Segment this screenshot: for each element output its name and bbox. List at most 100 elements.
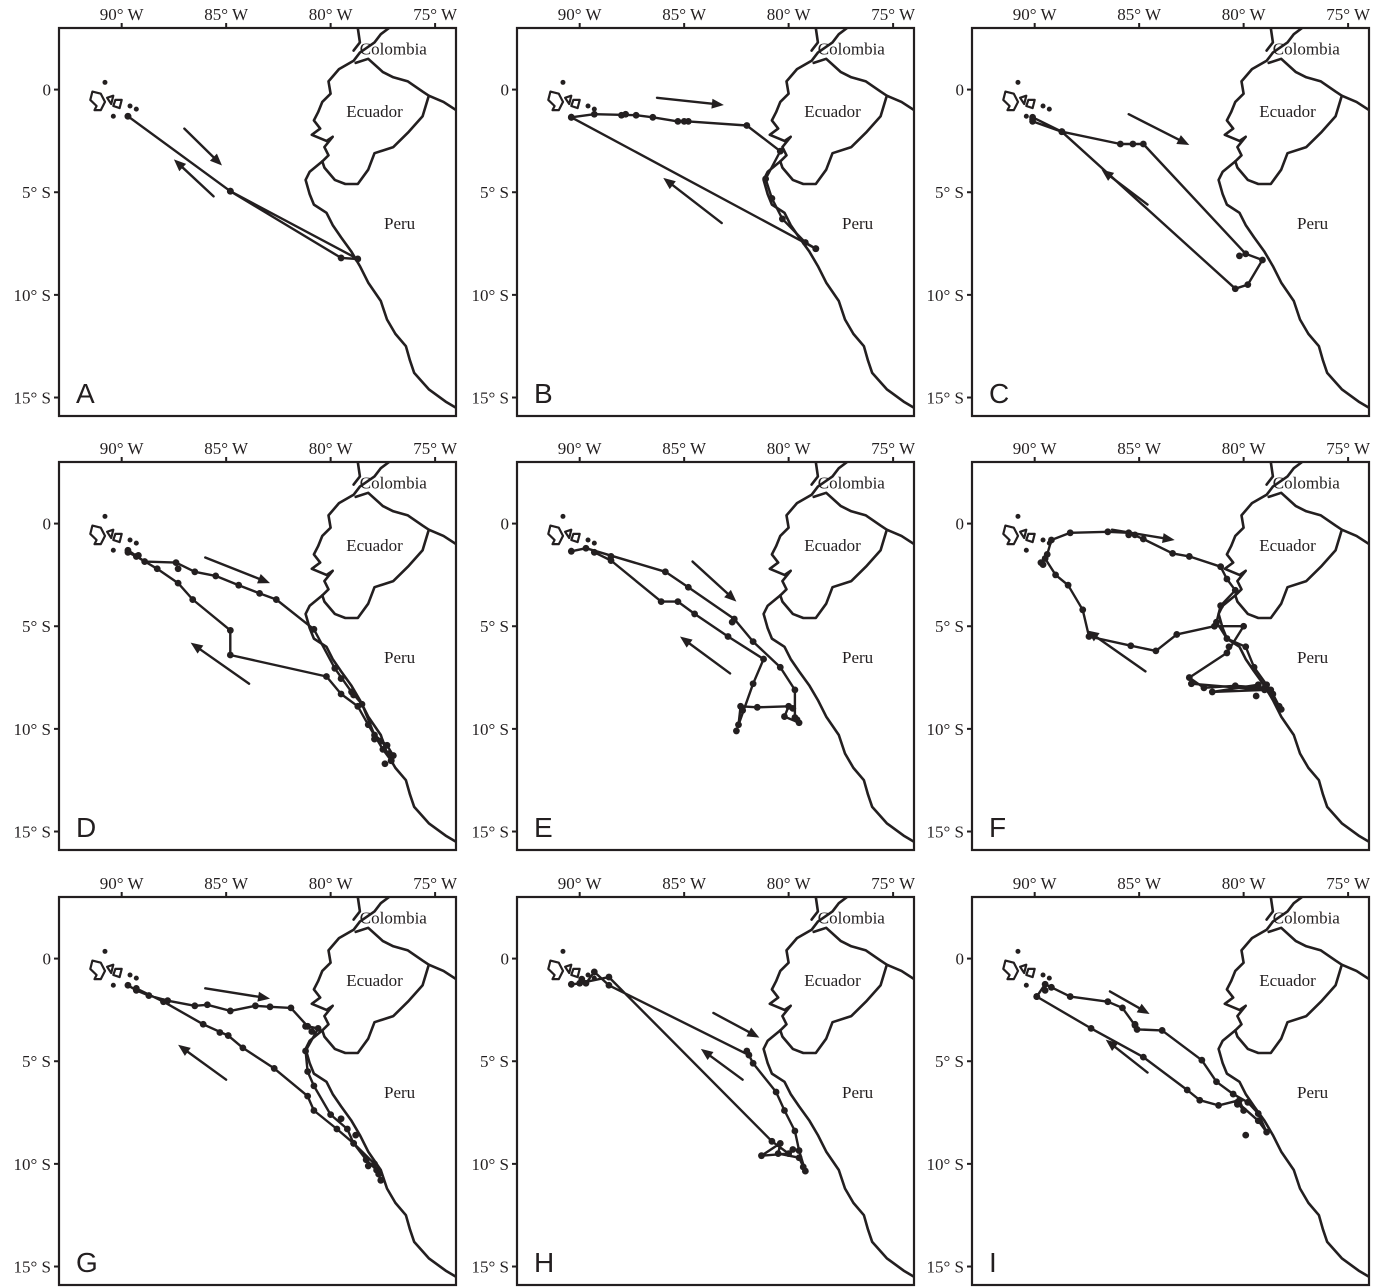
direction-arrow — [204, 556, 271, 584]
map-panel-b: Colombia Ecuador Peru 90° W 85° W 80° W 75° W 0… — [471, 5, 916, 418]
migration-track — [126, 551, 393, 762]
galapagos-islet — [102, 948, 108, 954]
galapagos-island — [105, 94, 115, 106]
latitude-tick-label: 5° S — [935, 183, 964, 202]
latitude-tick-label: 10° S — [13, 1155, 51, 1174]
galapagos-island — [112, 967, 123, 979]
location-fix — [1079, 606, 1087, 614]
location-fix — [1242, 643, 1250, 651]
longitude-tick-label: 90° W — [1013, 439, 1058, 458]
latitude-tick-label: 10° S — [471, 720, 509, 739]
longitude-tick-label: 80° W — [309, 874, 354, 893]
location-fix — [778, 215, 786, 223]
location-fix — [1104, 528, 1112, 536]
location-fix — [739, 707, 747, 714]
location-fix — [776, 147, 784, 155]
country-label-peru: Peru — [842, 214, 874, 233]
country-label-peru: Peru — [1297, 648, 1329, 667]
location-fix — [191, 1002, 199, 1010]
galapagos-islet — [1023, 547, 1029, 553]
location-fix — [674, 598, 682, 605]
location-fix — [578, 975, 586, 983]
location-fix — [1240, 622, 1248, 630]
location-fix — [226, 187, 234, 195]
location-fix — [1236, 252, 1243, 260]
galapagos-islet — [1015, 79, 1021, 85]
longitude-tick-label: 90° W — [100, 439, 145, 458]
location-fix — [310, 1107, 318, 1114]
country-label-colombia: Colombia — [818, 40, 886, 59]
galapagos-island — [89, 524, 107, 546]
location-fix — [1139, 535, 1147, 543]
panel-letter: A — [76, 378, 95, 409]
location-fix — [590, 110, 598, 118]
galapagos-island — [1002, 524, 1020, 546]
latitude-tick-label: 5° S — [935, 617, 964, 636]
location-fix — [795, 1147, 803, 1154]
location-fix — [387, 757, 395, 765]
panel-letter: C — [989, 378, 1009, 409]
location-fix — [337, 675, 345, 682]
map-panel-h: Colombia Ecuador Peru 90° W 85° W 80° W 75° W 0… — [471, 874, 916, 1287]
longitude-tick-label: 75° W — [1326, 874, 1371, 893]
location-fix — [1223, 635, 1231, 642]
colombia-border — [810, 897, 820, 921]
peru-colombia-border — [427, 94, 456, 112]
map-panel-i: Colombia Ecuador Peru 90° W 85° W 80° W 75° W 0… — [926, 874, 1371, 1287]
country-label-colombia: Colombia — [1273, 909, 1341, 928]
location-fix — [1254, 681, 1262, 689]
location-fix — [239, 1044, 247, 1052]
location-fix — [791, 1127, 799, 1135]
colombia-border — [352, 897, 362, 921]
longitude-tick-label: 85° W — [204, 874, 249, 893]
galapagos-islet — [591, 106, 597, 112]
latitude-tick-label: 0 — [43, 81, 52, 100]
location-fix — [124, 981, 132, 989]
location-fix — [776, 663, 784, 671]
location-fix — [1041, 987, 1049, 994]
direction-arrow — [173, 159, 215, 198]
location-fix — [762, 175, 770, 183]
map-content: Colombia Ecuador Peru — [89, 462, 456, 844]
location-fix — [1064, 581, 1072, 589]
location-fix — [1158, 1027, 1166, 1034]
location-fix — [364, 1162, 372, 1170]
galapagos-islet — [560, 79, 566, 85]
location-fix — [567, 980, 575, 988]
coastline — [304, 28, 456, 410]
location-fix — [1223, 575, 1231, 583]
galapagos-islet — [1023, 982, 1029, 988]
direction-arrow — [691, 560, 737, 602]
location-fix — [1213, 1078, 1220, 1086]
colombia-border — [352, 28, 362, 52]
longitude-tick-label: 80° W — [767, 5, 812, 24]
longitude-tick-label: 75° W — [413, 5, 458, 24]
longitude-tick-label: 80° W — [1222, 874, 1267, 893]
location-fix — [371, 1160, 378, 1168]
peru-colombia-border — [427, 528, 456, 546]
location-fix — [1087, 1024, 1095, 1032]
map-content: Colombia Ecuador Peru — [547, 28, 914, 410]
peru-colombia-border — [885, 963, 914, 981]
location-fix — [337, 1115, 345, 1123]
location-fix — [132, 984, 140, 992]
longitude-tick-label: 85° W — [204, 439, 249, 458]
latitude-tick-label: 10° S — [13, 720, 51, 739]
location-fix — [791, 686, 799, 694]
longitude-tick-label: 90° W — [1013, 5, 1058, 24]
direction-arrow — [663, 177, 723, 225]
latitude-tick-label: 10° S — [471, 1155, 509, 1174]
location-fix — [753, 703, 761, 711]
location-fix — [224, 1032, 232, 1039]
longitude-tick-label: 75° W — [871, 874, 916, 893]
ecuador-border — [778, 57, 889, 186]
galapagos-island — [1002, 90, 1020, 112]
location-fix — [776, 1139, 784, 1147]
galapagos-island — [89, 90, 107, 112]
longitude-tick-label: 75° W — [1326, 5, 1371, 24]
longitude-tick-label: 85° W — [204, 5, 249, 24]
longitude-tick-label: 90° W — [558, 439, 603, 458]
location-fix — [1198, 1056, 1206, 1064]
location-fix — [607, 553, 615, 560]
direction-arrow — [712, 1011, 760, 1038]
